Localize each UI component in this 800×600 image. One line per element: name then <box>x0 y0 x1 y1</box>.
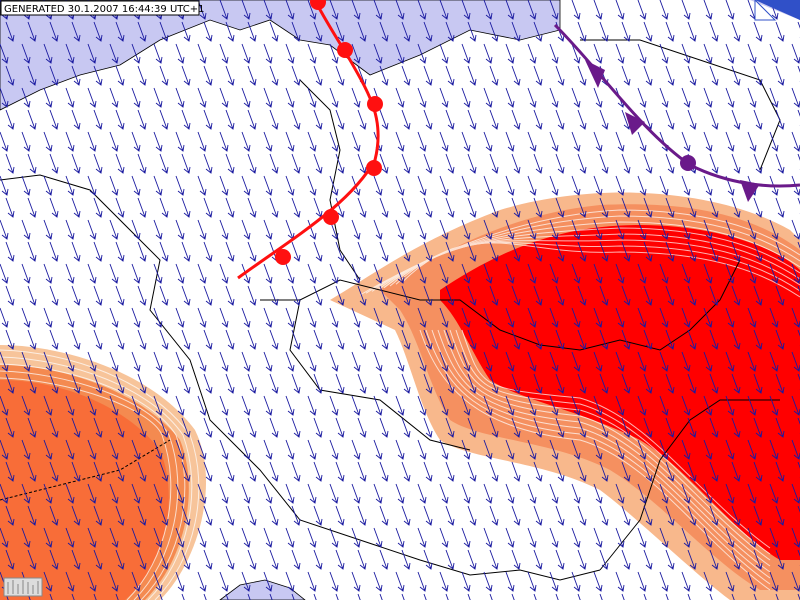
zone-west <box>0 380 169 600</box>
isoline <box>419 329 771 591</box>
front-symbol <box>367 96 383 112</box>
corner-icon <box>754 0 777 21</box>
front-symbol <box>680 155 696 171</box>
front-symbol <box>585 60 605 88</box>
isoline <box>0 356 193 600</box>
front-symbol <box>366 160 382 176</box>
generated-stamp: GENERATED 30.1.2007 16:44:39 UTC+1 <box>4 4 205 15</box>
border-line <box>260 259 741 351</box>
front-symbol <box>310 0 326 10</box>
zone-east-core <box>440 225 800 560</box>
border-line <box>0 439 171 501</box>
border-line <box>580 39 781 171</box>
isoline <box>0 370 179 600</box>
front-symbol <box>740 180 760 202</box>
isoline <box>401 242 800 298</box>
border-line <box>599 399 780 571</box>
isoline <box>395 241 800 292</box>
border-line <box>0 174 601 581</box>
front-symbol <box>337 42 353 58</box>
sea-south <box>219 579 306 600</box>
legend-icon <box>3 577 43 597</box>
border-line <box>299 79 361 281</box>
legend-icon-bars <box>7 580 39 594</box>
isolines <box>0 209 800 600</box>
occluded-symbols <box>585 60 760 202</box>
corner-icon <box>755 0 800 20</box>
isoline <box>0 349 200 600</box>
cold-front <box>237 0 380 280</box>
isoline <box>443 329 771 567</box>
isoline <box>461 329 771 549</box>
isoline <box>0 377 172 600</box>
front-symbols <box>275 0 383 265</box>
isoline <box>0 363 186 600</box>
isoline <box>455 329 771 555</box>
borders <box>0 39 781 581</box>
isoline <box>437 329 771 573</box>
front-symbol <box>275 249 291 265</box>
front-symbol <box>323 209 339 225</box>
border-line <box>289 299 471 451</box>
front-symbol <box>625 112 645 135</box>
isoline <box>425 329 771 585</box>
stamp-box <box>0 0 200 16</box>
isoline <box>431 329 771 579</box>
